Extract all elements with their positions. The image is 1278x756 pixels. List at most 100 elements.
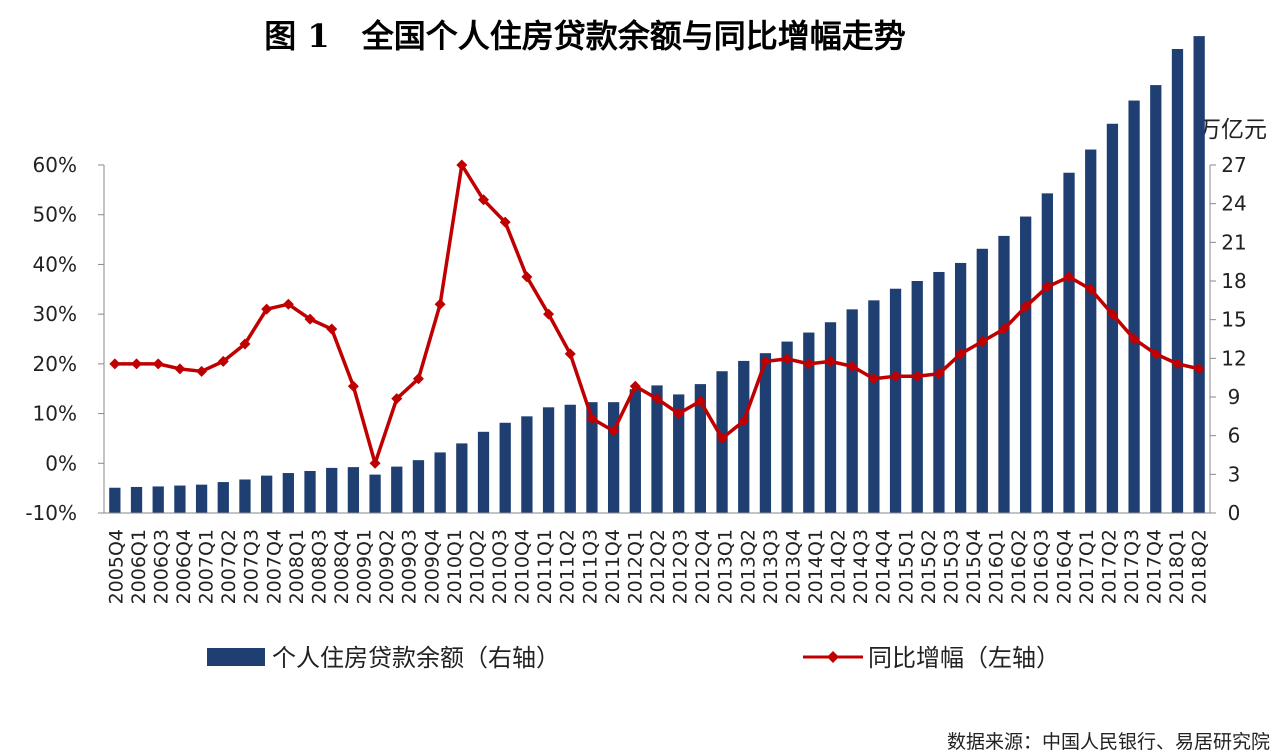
bar bbox=[1150, 85, 1162, 513]
bar bbox=[326, 467, 338, 513]
line-point bbox=[933, 368, 945, 380]
line-point bbox=[152, 358, 164, 370]
x-tick-label: 2008Q1 bbox=[286, 529, 308, 604]
line-point bbox=[608, 425, 620, 437]
right-tick-label: 12 bbox=[1221, 346, 1246, 370]
x-tick-label: 2013Q4 bbox=[782, 529, 804, 604]
bar bbox=[499, 422, 511, 513]
line-point bbox=[803, 358, 815, 370]
bar bbox=[195, 484, 208, 513]
source-note: 数据来源：中国人民银行、易居研究院 bbox=[947, 731, 1270, 753]
x-tick-label: 2017Q3 bbox=[1121, 529, 1143, 604]
line-point bbox=[304, 313, 316, 325]
bar bbox=[521, 416, 533, 513]
x-tick-label: 2010Q4 bbox=[512, 529, 534, 604]
line-point bbox=[478, 194, 490, 206]
bar bbox=[911, 281, 923, 513]
right-axis-unit: 万亿元 bbox=[1198, 117, 1267, 143]
bar bbox=[130, 486, 143, 513]
bar bbox=[1063, 172, 1075, 513]
line-point bbox=[846, 360, 858, 372]
x-tick-label: 2013Q3 bbox=[760, 529, 782, 604]
left-tick-label: 10% bbox=[33, 402, 77, 426]
x-tick-label: 2014Q4 bbox=[873, 529, 895, 604]
line-point bbox=[890, 370, 902, 382]
bar bbox=[109, 487, 121, 513]
bar bbox=[1085, 149, 1097, 514]
bar bbox=[673, 394, 685, 513]
line-point bbox=[239, 338, 251, 350]
bar bbox=[261, 475, 273, 513]
x-tick-label: 2017Q4 bbox=[1144, 529, 1166, 604]
line-point bbox=[434, 298, 446, 310]
x-axis: 2005Q4 2006Q1 2006Q3 2006Q4 2007Q1 2007Q2 2007… bbox=[104, 512, 1211, 604]
line-point bbox=[1193, 363, 1205, 375]
bar bbox=[391, 466, 403, 513]
right-tick-label: 6 bbox=[1228, 424, 1241, 448]
x-tick-label: 2006Q1 bbox=[128, 529, 150, 604]
x-tick-label: 2014Q1 bbox=[805, 529, 827, 604]
line-point bbox=[369, 457, 381, 469]
legend-bar-swatch bbox=[207, 648, 265, 666]
left-tick-label: 50% bbox=[33, 203, 77, 227]
bar bbox=[1193, 36, 1205, 513]
x-tick-label: 2017Q1 bbox=[1076, 529, 1098, 604]
left-tick-label: 60% bbox=[33, 153, 77, 177]
bar bbox=[564, 404, 576, 513]
line-point bbox=[1063, 271, 1075, 283]
line-point bbox=[955, 348, 967, 360]
line-point bbox=[261, 303, 273, 315]
right-tick-label: 24 bbox=[1221, 192, 1246, 216]
line-point bbox=[109, 358, 121, 370]
line-point bbox=[586, 413, 598, 425]
line-point bbox=[499, 216, 511, 228]
bar bbox=[542, 407, 555, 513]
bar bbox=[824, 322, 837, 513]
bar bbox=[477, 431, 490, 513]
x-tick-label: 2012Q1 bbox=[624, 529, 646, 604]
line-point bbox=[391, 393, 403, 405]
left-tick-label: 0% bbox=[45, 451, 77, 475]
x-tick-label: 2007Q4 bbox=[263, 529, 285, 604]
legend: 个人住房贷款余额（右轴） 同比增幅（左轴） bbox=[207, 644, 1060, 672]
right-tick-label: 21 bbox=[1221, 230, 1246, 254]
line-point bbox=[196, 365, 208, 377]
bar bbox=[694, 384, 707, 513]
bar bbox=[152, 486, 164, 513]
line-point bbox=[1020, 301, 1032, 313]
bar bbox=[1020, 216, 1032, 514]
legend-bar-label: 个人住房贷款余额（右轴） bbox=[272, 644, 560, 672]
x-tick-label: 2009Q3 bbox=[399, 529, 421, 604]
line-point bbox=[651, 393, 663, 405]
bar bbox=[933, 271, 945, 513]
x-tick-label: 2005Q4 bbox=[105, 529, 127, 604]
x-tick-label: 2008Q3 bbox=[308, 529, 330, 604]
x-tick-label: 2011Q3 bbox=[579, 529, 601, 604]
x-tick-label: 2011Q4 bbox=[602, 529, 624, 604]
x-tick-label: 2014Q2 bbox=[828, 529, 850, 604]
line-point bbox=[1128, 333, 1140, 345]
line-point bbox=[543, 308, 555, 320]
bar bbox=[1128, 100, 1140, 514]
x-tick-label: 2012Q2 bbox=[647, 529, 669, 604]
line-point bbox=[347, 380, 359, 392]
line-point bbox=[1171, 358, 1183, 370]
line-point bbox=[521, 271, 533, 283]
x-tick-label: 2010Q3 bbox=[489, 529, 511, 604]
right-tick-label: 15 bbox=[1221, 308, 1246, 332]
x-tick-label: 2008Q4 bbox=[331, 529, 353, 604]
line-point bbox=[1085, 283, 1097, 295]
line-point bbox=[131, 358, 143, 370]
bar bbox=[868, 300, 880, 513]
x-tick-label: 2016Q3 bbox=[1031, 529, 1053, 604]
x-tick-label: 2015Q3 bbox=[940, 529, 962, 604]
x-tick-label: 2018Q2 bbox=[1189, 529, 1211, 604]
x-tick-label: 2013Q1 bbox=[715, 529, 737, 604]
x-tick-label: 2013Q2 bbox=[737, 529, 759, 604]
x-tick-label: 2010Q1 bbox=[444, 529, 466, 604]
right-tick-label: 3 bbox=[1228, 462, 1241, 486]
bar bbox=[239, 479, 251, 513]
x-tick-label: 2016Q2 bbox=[1008, 529, 1030, 604]
bar bbox=[586, 402, 598, 513]
